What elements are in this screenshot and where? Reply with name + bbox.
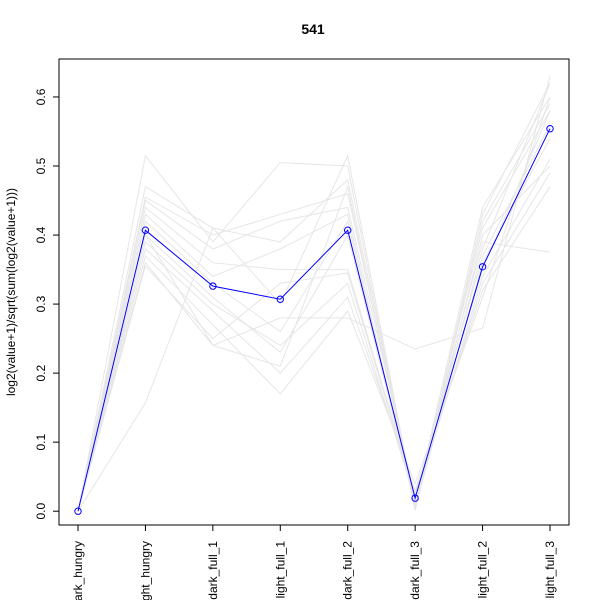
x-tick-label: dark_hungry (71, 541, 85, 600)
background-series-line-14 (77, 103, 551, 512)
y-tick-label: 0.6 (34, 88, 48, 105)
background-series-line-13 (77, 110, 551, 512)
background-series-line-11 (77, 96, 551, 512)
y-tick-label: 0.4 (34, 226, 48, 243)
highlight-point-dark_full_3 (411, 494, 419, 502)
x-tick-label: light_full_1 (273, 541, 287, 599)
highlight-point-light_full_1 (276, 295, 284, 303)
x-axis: dark_hungry light_hungry dark_full_1 light_… (71, 524, 557, 600)
background-series-line-4 (77, 199, 551, 512)
background-series-line-2 (77, 96, 551, 512)
x-tick-label: dark_full_2 (341, 541, 355, 600)
background-series-line-3 (77, 110, 551, 512)
y-tick-label: 0.5 (34, 157, 48, 174)
highlight-point-light_hungry (141, 226, 150, 234)
background-series-line-10 (77, 186, 551, 512)
x-tick-label: light_full_2 (476, 541, 490, 599)
background-series-line-8 (77, 158, 551, 512)
y-tick-label: 0.2 (34, 364, 48, 381)
y-tick-label: 0.1 (34, 433, 48, 450)
y-axis-label: log2(value+1)/sqrt(sum(log2(value+1))) (4, 188, 18, 396)
x-tick-label: light_hungry (138, 541, 152, 600)
x-tick-label: dark_full_1 (206, 541, 220, 600)
background-series-line-5 (77, 124, 551, 512)
background-series-line-12 (77, 76, 551, 512)
highlight-series-group (74, 125, 554, 515)
highlight-point-light_full_3 (546, 125, 554, 133)
y-tick-label: 0.0 (34, 503, 48, 520)
y-axis: 0.0 0.1 0.2 0.3 0.4 0.5 0.6 (34, 88, 60, 520)
background-series-line-15 (77, 165, 551, 512)
background-series-line-7 (77, 83, 551, 512)
background-series-line-6 (77, 138, 551, 512)
highlight-point-dark_full_1 (209, 282, 217, 290)
chart-title: 541 (301, 21, 325, 37)
background-series-line-9 (77, 172, 551, 512)
highlight-point-light_full_2 (478, 263, 487, 271)
highlight-point-dark_full_2 (344, 226, 352, 234)
highlight-point-dark_hungry (74, 507, 82, 515)
background-series-line-1 (77, 82, 551, 512)
highlight-series-line (77, 128, 551, 512)
background-series-group (77, 76, 551, 512)
x-tick-label: dark_full_3 (408, 541, 422, 600)
x-tick-label: light_full_3 (543, 541, 557, 599)
y-tick-label: 0.3 (34, 295, 48, 312)
